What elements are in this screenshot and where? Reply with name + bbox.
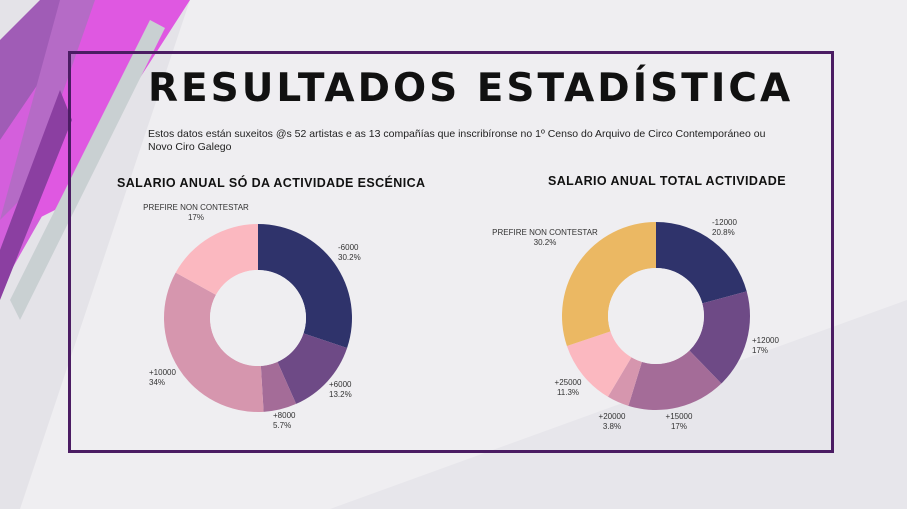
- donut-hole: [210, 270, 306, 366]
- slice-label-25000: +25000 11.3%: [555, 378, 582, 397]
- chart-title-escenica: SALARIO ANUAL SÓ DA ACTIVIDADE ESCÉNICA: [117, 176, 426, 190]
- donut-slice-10000: [164, 272, 264, 412]
- donut-chart-escenica: -6000 30.2% +6000 13.2% +8000 5.7% +10000 34% PR…: [143, 203, 361, 430]
- donut-slice-12000: [656, 222, 747, 304]
- donut-slice-8000: [260, 361, 297, 412]
- donut-slice-12000: [689, 291, 750, 384]
- slice-label-prefire-non-contestar: PREFIRE NON CONTESTAR 17%: [143, 203, 249, 222]
- content-frame: [68, 51, 834, 453]
- slice-label-20000: +20000 3.8%: [599, 412, 626, 431]
- slice-label-15000: +15000 17%: [666, 412, 693, 431]
- donut-slice-6000: [258, 224, 352, 348]
- donut-slice-prefire-non-contestar: [562, 222, 656, 346]
- slice-label-prefire-non-contestar: PREFIRE NON CONTESTAR 30.2%: [492, 228, 598, 247]
- slice-label-12000: +12000 17%: [752, 336, 779, 355]
- donut-slice-15000: [628, 350, 722, 410]
- donut-slice-20000: [607, 357, 642, 406]
- slice-label-8000: +8000 5.7%: [273, 411, 296, 430]
- page-title: RESULTADOS ESTADÍSTICA: [148, 66, 794, 111]
- donut-slice-25000: [566, 331, 632, 397]
- donut-slice-prefire-non-contestar: [175, 224, 258, 295]
- slice-label-10000: +10000 34%: [149, 368, 176, 387]
- chart-title-total: SALARIO ANUAL TOTAL ACTIVIDADE: [548, 174, 786, 188]
- slice-label-6000: +6000 13.2%: [329, 380, 352, 399]
- donut-chart-total: -12000 20.8% +12000 17% +15000 17% +20000 3.8% +…: [492, 218, 779, 431]
- page-subtitle: Estos datos están suxeitos @s 52 artista…: [148, 128, 766, 153]
- slice-label-6000: -6000 30.2%: [338, 243, 361, 262]
- donut-hole: [608, 268, 704, 364]
- slice-label-12000: -12000 20.8%: [712, 218, 737, 237]
- donut-slice-6000: [277, 333, 348, 404]
